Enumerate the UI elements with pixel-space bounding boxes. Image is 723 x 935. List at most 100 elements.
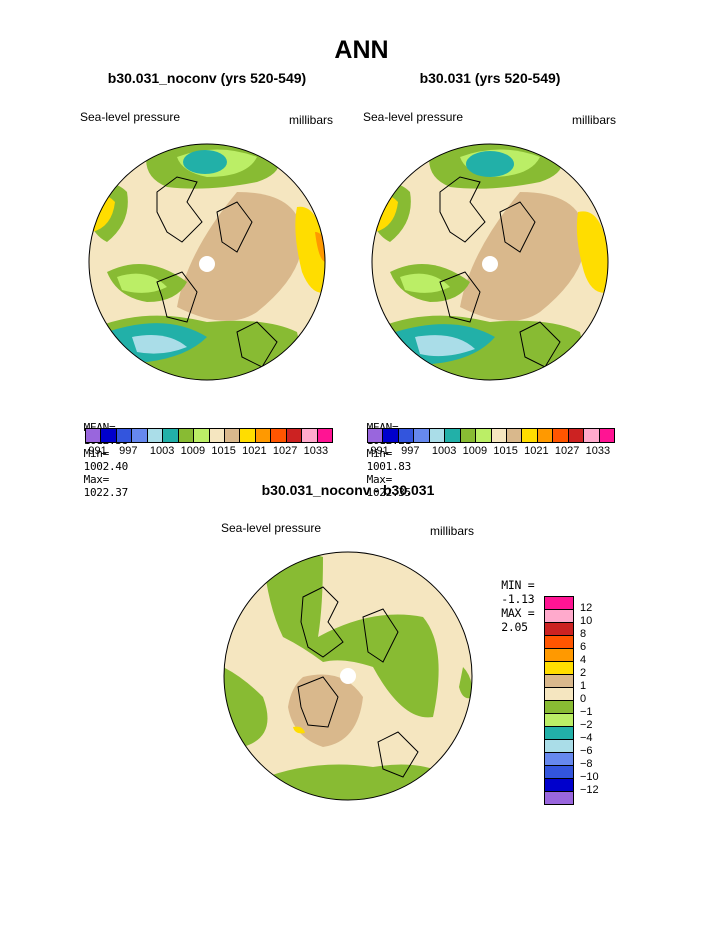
diff-colorbar-swatch	[545, 727, 573, 740]
diff-colorbar-swatch	[545, 714, 573, 727]
panel-1-max-label: Max=	[83, 473, 110, 486]
panel-2-colorbar-tick-label: 991	[370, 445, 389, 457]
panel-1-units-label: millibars	[289, 113, 334, 127]
diff-colorbar-labels: 12 10 8 6 4 2 1 0 −1 −2 −4 −6 −8 −10 −12	[580, 596, 620, 806]
diff-stats: MIN = -1.13 MAX = 2.05	[488, 564, 534, 634]
panel-2-colorbar-tick-label: 1009	[462, 445, 488, 457]
panel-2-colorbar-swatch	[398, 429, 415, 442]
panel-2-colorbar-tick-label: 1021	[524, 445, 549, 457]
panel-1-colorbar-swatch	[116, 429, 133, 442]
diff-colorbar-swatch	[545, 740, 573, 753]
diff-colorbar-label: 6	[580, 641, 587, 653]
panel-2-polar-map	[371, 143, 609, 381]
panel-1-colorbar-swatch	[86, 429, 102, 442]
panel-1-colorbar-tick-label: 1015	[211, 445, 236, 457]
panel-1-colorbar-swatch	[178, 429, 195, 442]
panel-1-min-value: 1002.40	[83, 460, 129, 473]
panel-2-colorbar-swatch	[383, 429, 399, 442]
diff-colorbar-swatch	[545, 662, 573, 675]
panel-1-colorbar	[85, 428, 333, 443]
diff-colorbar-swatch	[545, 610, 573, 623]
panel-2-colorbar-swatch	[414, 429, 430, 442]
diff-min-label: MIN =	[501, 578, 535, 592]
panel-1-colorbar-tick-label: 1003	[149, 445, 175, 457]
panel-1-max-value: 1022.37	[83, 486, 129, 499]
diff-colorbar-label: 0	[580, 693, 587, 705]
diff-colorbar-label: −2	[580, 719, 593, 731]
panel-1-colorbar-swatch	[147, 429, 164, 442]
diff-colorbar-label: 12	[580, 602, 593, 614]
diff-colorbar-swatch	[545, 649, 573, 662]
diff-colorbar-swatch	[545, 779, 573, 792]
panel-1-polar-map	[88, 143, 326, 381]
diff-colorbar-label: −1	[580, 706, 593, 718]
diff-colorbar-swatch	[545, 792, 573, 804]
panel-2-colorbar-swatch	[537, 429, 554, 442]
panel-2-colorbar-swatch	[553, 429, 569, 442]
diff-colorbar-label: −8	[580, 758, 593, 770]
diff-colorbar-label: −10	[580, 771, 599, 783]
diff-variable-label: Sea-level pressure	[221, 521, 322, 535]
panel-1-colorbar-swatch	[317, 429, 332, 442]
diff-colorbar-label: 10	[580, 615, 593, 627]
diff-min-value: -1.13	[501, 592, 535, 606]
panel-2-colorbar-swatch	[584, 429, 600, 442]
panel-2-colorbar-swatch	[460, 429, 477, 442]
panel-2-title: b30.031 (yrs 520-549)	[419, 70, 561, 86]
diff-colorbar-swatch	[545, 623, 573, 636]
panel-1-colorbar-swatch	[132, 429, 148, 442]
panel-1-colorbar-swatch	[163, 429, 179, 442]
panel-2-max-value: 1022.35	[366, 486, 412, 499]
diff-units-label: millibars	[430, 524, 475, 538]
diff-max-value: 2.05	[501, 620, 528, 634]
panel-2-colorbar-swatch	[599, 429, 614, 442]
panel-2-colorbar-swatch	[522, 429, 538, 442]
diff-colorbar-label: 1	[580, 680, 587, 692]
diff-colorbar-swatch	[545, 688, 573, 701]
diff-colorbar-label: −4	[580, 732, 593, 744]
panel-1-colorbar-swatch	[101, 429, 117, 442]
panel-2-max-label: Max=	[366, 473, 393, 486]
panel-1-colorbar-swatch	[302, 429, 318, 442]
diff-colorbar-swatch	[545, 701, 573, 714]
panel-2-colorbar-swatch	[568, 429, 585, 442]
panel-1-colorbar-swatch	[224, 429, 241, 442]
panel-1-title: b30.031_noconv (yrs 520-549)	[107, 70, 307, 86]
diff-colorbar-swatch	[545, 766, 573, 779]
panel-2-colorbar-tick-label: 1027	[554, 445, 580, 457]
panel-2-colorbar	[367, 428, 615, 443]
diff-polar-map	[223, 551, 473, 801]
panel-2-colorbar-swatch	[429, 429, 446, 442]
panel-2-min-value: 1001.83	[366, 460, 412, 473]
panel-1-colorbar-swatch	[255, 429, 272, 442]
panel-1-colorbar-tick-label: 1021	[242, 445, 267, 457]
panel-1-colorbar-tick-label: 1009	[180, 445, 206, 457]
diff-colorbar-label: 2	[580, 667, 587, 679]
panel-2-colorbar-swatch	[506, 429, 523, 442]
panel-1-min-label: Min=	[83, 447, 110, 460]
panel-2-units-label: millibars	[572, 113, 617, 127]
panel-1-colorbar-tick-label: 991	[88, 445, 107, 457]
panel-2-colorbar-tick-label: 997	[401, 445, 420, 457]
panel-2-min-label: Min=	[366, 447, 393, 460]
diff-colorbar-swatch	[545, 597, 573, 610]
panel-1-colorbar-tick-label: 1027	[272, 445, 298, 457]
diff-panel-title: b30.031_noconv - b30.031	[261, 482, 435, 498]
panel-1-colorbar-tick-label: 1033	[303, 445, 329, 457]
diff-colorbar-label: −6	[580, 745, 593, 757]
panel-1-colorbar-swatch	[271, 429, 287, 442]
panel-1-colorbar-tick-label: 997	[119, 445, 138, 457]
diff-colorbar-swatch	[545, 636, 573, 649]
panel-2-variable-label: Sea-level pressure	[363, 110, 464, 124]
diff-colorbar-swatch	[545, 675, 573, 688]
diff-colorbar-label: 8	[580, 628, 587, 640]
diff-colorbar-label: 4	[580, 654, 587, 666]
panel-2-colorbar-swatch	[368, 429, 384, 442]
panel-1-colorbar-ticks: 991 997 1003 1009 1015 1021 1027 1033	[85, 445, 331, 459]
panel-2-colorbar-tick-label: 1033	[585, 445, 611, 457]
panel-1-colorbar-swatch	[286, 429, 303, 442]
panel-2-colorbar-swatch	[491, 429, 507, 442]
panel-2-colorbar-swatch	[476, 429, 492, 442]
panel-2-colorbar-ticks: 991 997 1003 1009 1015 1021 1027 1033	[367, 445, 613, 459]
figure-title: ANN	[334, 36, 389, 64]
